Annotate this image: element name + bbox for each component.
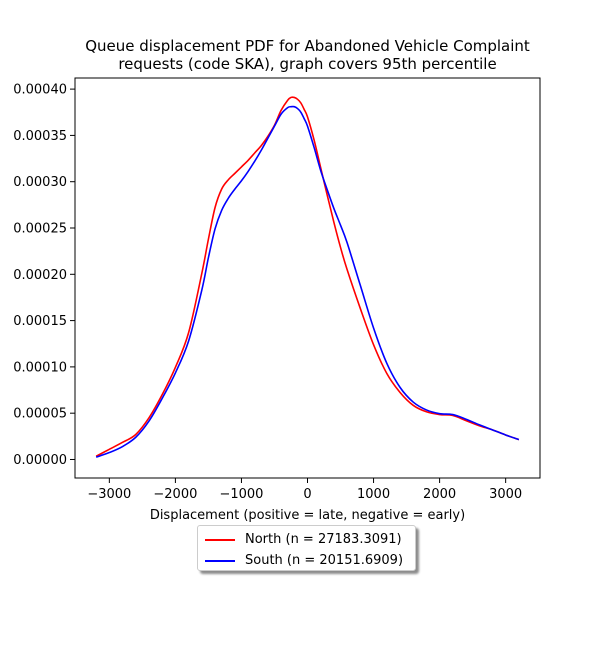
y-tick-label: 0.00005	[13, 407, 67, 422]
legend-label-north: North (n = 27183.3091)	[245, 532, 402, 547]
plot-frame	[74, 77, 541, 479]
x-tick-label: 3000	[489, 487, 522, 502]
y-tick-label: 0.00025	[13, 222, 67, 237]
y-tick-label: 0.00035	[13, 129, 67, 144]
x-tick-label: 2000	[423, 487, 456, 502]
y-tick-label: 0.00010	[13, 360, 67, 375]
legend-item-south: South (n = 20151.6909)	[198, 550, 415, 571]
y-tick-label: 0.00020	[13, 268, 67, 283]
series-line-north	[95, 96, 520, 457]
x-axis-label: Displacement (positive = late, negative …	[150, 508, 465, 523]
y-tick-label: 0.00030	[13, 175, 67, 190]
legend-swatch-north	[205, 538, 235, 541]
x-tick-label: −2000	[153, 487, 197, 502]
x-tick-label: 0	[303, 487, 311, 502]
x-tick-label: −1000	[219, 487, 263, 502]
series-line-south	[95, 105, 520, 458]
legend-item-north: North (n = 27183.3091)	[198, 529, 415, 550]
y-tick-label: 0.00015	[13, 314, 67, 329]
x-tick-label: 1000	[357, 487, 390, 502]
y-tick-label: 0.00040	[13, 83, 67, 98]
chart-title-line-2: requests (code SKA), graph covers 95th p…	[118, 55, 497, 73]
chart-title-line-1: Queue displacement PDF for Abandoned Veh…	[85, 37, 530, 55]
y-tick-label: 0.00000	[13, 453, 67, 468]
legend-swatch-south	[205, 559, 235, 562]
legend-label-south: South (n = 20151.6909)	[245, 553, 404, 568]
legend: North (n = 27183.3091) South (n = 20151.…	[197, 525, 416, 571]
chart-title: Queue displacement PDF for Abandoned Veh…	[0, 37, 600, 73]
x-tick-label: −3000	[87, 487, 131, 502]
